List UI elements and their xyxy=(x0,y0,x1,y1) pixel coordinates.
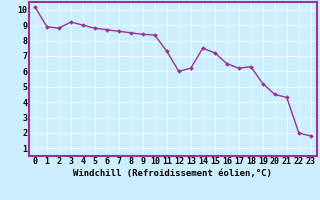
X-axis label: Windchill (Refroidissement éolien,°C): Windchill (Refroidissement éolien,°C) xyxy=(73,169,272,178)
